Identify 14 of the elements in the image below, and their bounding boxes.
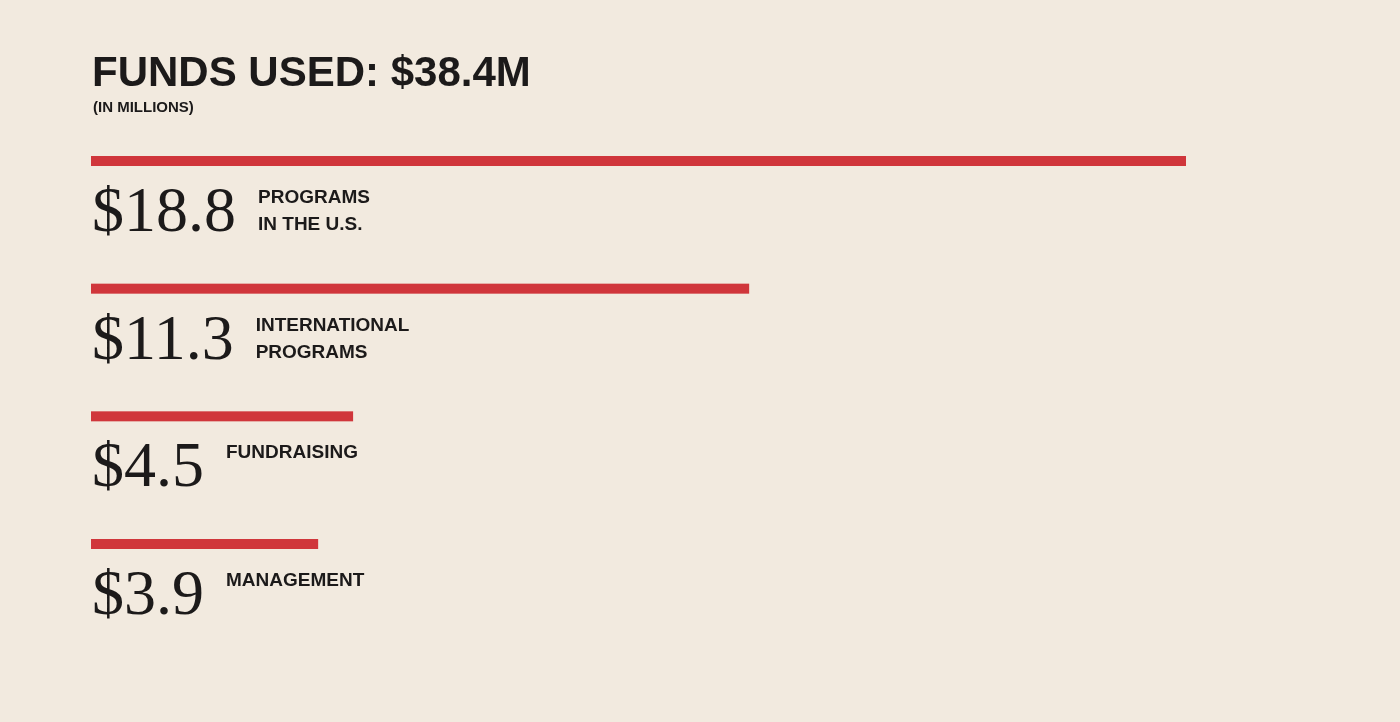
y-tick-label: PROGRAMS IN THE U.S. xyxy=(258,186,370,234)
chart-title: FUNDS USED: $38.4M xyxy=(92,48,531,95)
y-tick-label: FUNDRAISING xyxy=(226,441,358,463)
bar xyxy=(91,156,1186,166)
y-tick-label: MANAGEMENT xyxy=(226,569,365,590)
bar xyxy=(91,539,319,549)
bar xyxy=(91,283,750,294)
chart-subtitle: (IN MILLIONS) xyxy=(93,98,194,115)
data-label: $18.8 xyxy=(92,174,236,245)
data-label: $11.3 xyxy=(92,301,234,373)
data-label: $3.9 xyxy=(92,557,204,628)
y-tick-label: INTERNATIONAL PROGRAMS xyxy=(255,313,410,362)
bar xyxy=(91,411,354,422)
data-label: $4.5 xyxy=(92,429,204,501)
